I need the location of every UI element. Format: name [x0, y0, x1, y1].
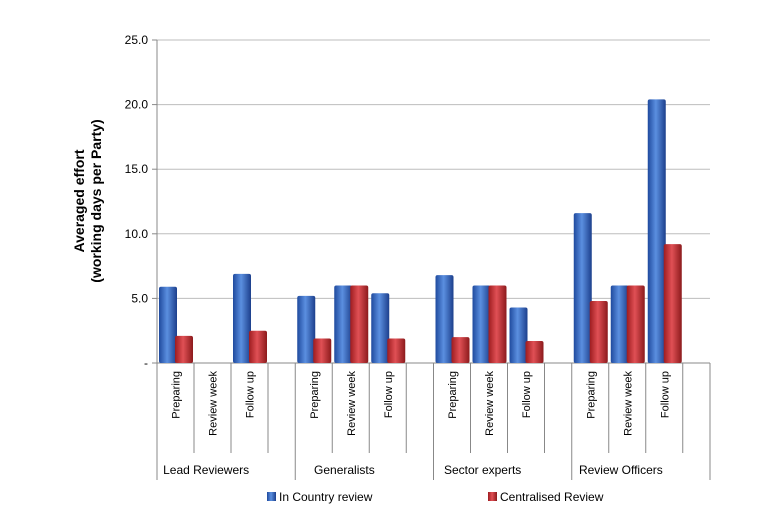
legend: In Country review Centralised Review	[267, 490, 604, 504]
bar-centralised	[488, 285, 507, 363]
bar-centralised	[350, 285, 369, 363]
category-label: Follow up	[383, 371, 395, 418]
y-tick-label: -	[144, 356, 148, 370]
bar-centralised	[663, 244, 682, 363]
group-label: Lead Reviewers	[163, 463, 249, 477]
bar-centralised	[249, 330, 267, 363]
bar-in-country	[159, 286, 177, 363]
category-label: Follow up	[521, 371, 533, 418]
y-axis-label-line: (working days per Party)	[88, 119, 104, 282]
category-label: Review week	[346, 371, 358, 436]
legend-swatch	[267, 492, 276, 501]
category-label: Preparing	[171, 371, 183, 419]
category-labels: Preparing Review week Follow up Lead Review…	[163, 371, 671, 477]
bar-in-country	[435, 275, 454, 363]
bar-in-country	[371, 293, 390, 363]
bar-in-country	[509, 307, 528, 363]
gridlines	[157, 39, 710, 299]
bar-in-country	[647, 99, 666, 363]
category-label: Follow up	[245, 371, 257, 418]
bar-in-country	[573, 213, 592, 363]
bar-centralised	[451, 337, 470, 363]
legend-label: Centralised Review	[500, 490, 604, 504]
group-label: Generalists	[314, 463, 375, 477]
category-label: Review week	[208, 371, 220, 436]
group-label: Review Officers	[579, 463, 663, 477]
category-label: Review week	[484, 371, 496, 436]
bar-centralised	[626, 285, 645, 363]
y-axis-label-line: Averaged effort	[71, 149, 87, 252]
y-tick-label: 10.0	[125, 227, 149, 241]
category-label: Preparing	[309, 371, 321, 419]
bar-centralised	[175, 335, 193, 363]
legend-swatch	[488, 492, 497, 501]
bar-centralised	[313, 338, 332, 363]
bar-centralised	[387, 338, 406, 363]
category-label: Preparing	[585, 371, 597, 419]
bar-centralised	[525, 341, 544, 363]
legend-label: In Country review	[279, 490, 373, 504]
y-tick-label: 15.0	[125, 162, 149, 176]
bar-in-country	[297, 295, 316, 363]
category-label: Follow up	[659, 371, 671, 418]
category-label: Review week	[622, 371, 634, 436]
y-tick-label: 5.0	[131, 291, 148, 305]
group-label: Sector experts	[444, 463, 521, 477]
category-label: Preparing	[447, 371, 459, 419]
bars	[159, 99, 682, 363]
bar-in-country	[233, 273, 251, 363]
y-tick-label: 25.0	[125, 33, 149, 47]
y-tick-label: 20.0	[125, 98, 149, 112]
bar-in-country	[472, 285, 491, 363]
bar-in-country	[334, 285, 353, 363]
bar-centralised	[589, 300, 608, 363]
bar-in-country	[610, 285, 629, 363]
y-axis-label: Averaged effort(working days per Party)	[71, 119, 104, 282]
